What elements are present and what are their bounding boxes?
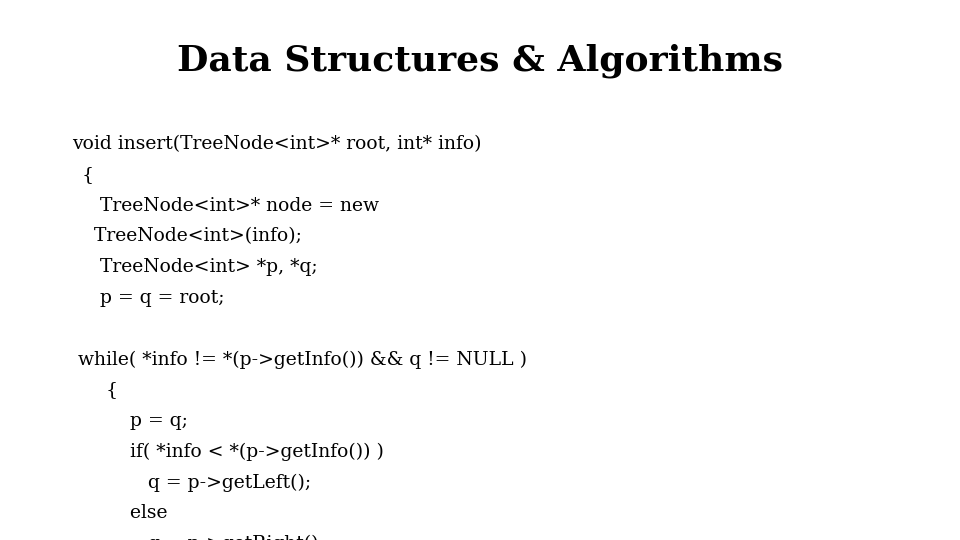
Text: p = q;: p = q; xyxy=(82,412,187,430)
Text: Data Structures & Algorithms: Data Structures & Algorithms xyxy=(177,43,783,78)
Text: q = p->getRight();: q = p->getRight(); xyxy=(82,535,324,540)
Text: if( *info < *(p->getInfo()) ): if( *info < *(p->getInfo()) ) xyxy=(82,443,383,461)
Text: void insert(TreeNode<int>* root, int* info): void insert(TreeNode<int>* root, int* in… xyxy=(72,135,482,153)
Text: q = p->getLeft();: q = p->getLeft(); xyxy=(82,474,311,492)
Text: TreeNode<int>(info);: TreeNode<int>(info); xyxy=(82,227,301,245)
Text: p = q = root;: p = q = root; xyxy=(82,289,224,307)
Text: TreeNode<int>* node = new: TreeNode<int>* node = new xyxy=(82,197,378,214)
Text: {: { xyxy=(82,166,94,184)
Text: while( *info != *(p->getInfo()) && q != NULL ): while( *info != *(p->getInfo()) && q != … xyxy=(72,350,527,369)
Text: TreeNode<int> *p, *q;: TreeNode<int> *p, *q; xyxy=(82,258,317,276)
Text: {: { xyxy=(82,381,118,399)
Text: else: else xyxy=(82,504,167,522)
